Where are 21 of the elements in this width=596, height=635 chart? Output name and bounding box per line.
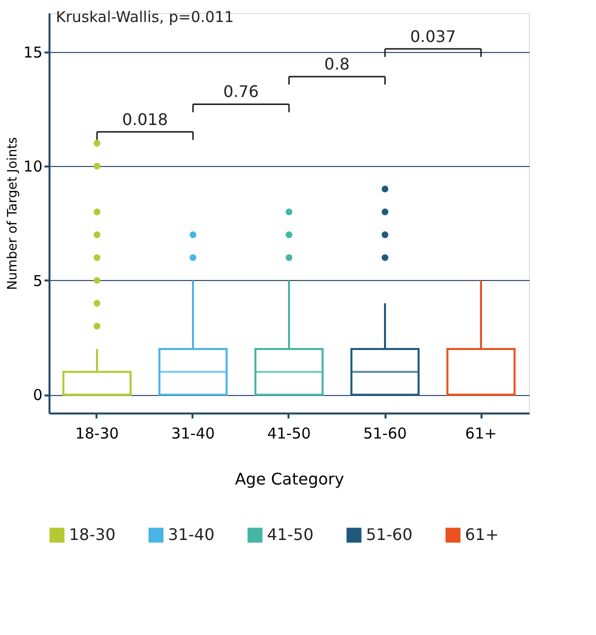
chart-title: Kruskal-Wallis, p=0.011 [56,8,234,26]
y-tick-label: 5 [32,272,42,290]
x-tick-label: 51-60 [363,424,407,442]
annotation: 0.018 [122,110,168,129]
annotation: 0.76 [223,82,259,102]
y-axis-title: Number of Target Joints [5,136,20,290]
x-axis-title: Age Category [234,470,344,488]
legend-label: 41-50 [267,525,314,544]
x-tick-label: 41-50 [267,424,311,442]
annotation: 0.8 [324,54,350,74]
y-tick-label: 0 [32,386,42,404]
x-tick-label: 61+ [465,424,497,442]
legend-label: 61+ [465,525,499,544]
annotation: 0.037 [410,26,456,46]
legend-label: 18-30 [69,525,116,544]
y-tick-label: 10 [23,158,42,176]
x-tick-label: 31-40 [171,424,215,442]
legend-label: 51-60 [366,525,412,544]
y-tick-label: 15 [23,43,42,62]
legend-label: 31-40 [168,525,214,544]
x-tick-label: 18-30 [75,424,119,442]
